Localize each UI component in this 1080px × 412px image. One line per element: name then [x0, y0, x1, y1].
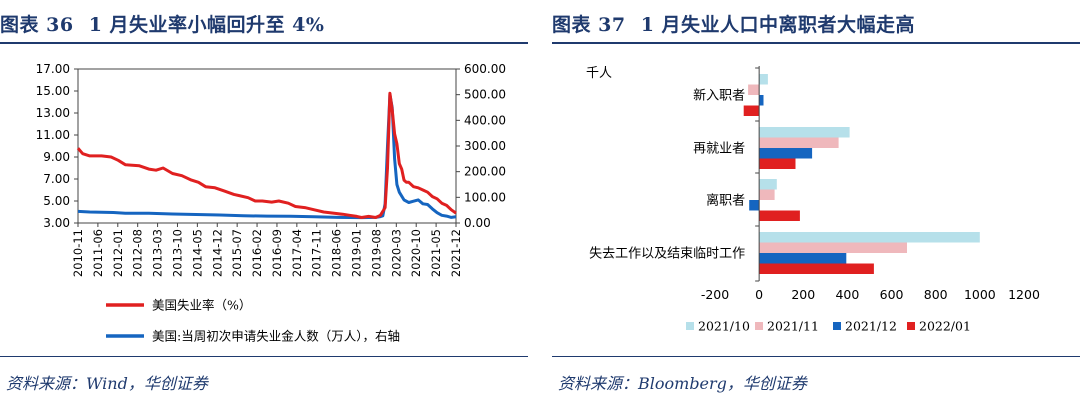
x-tick-label: 2020-03: [389, 229, 403, 277]
left-source-rule: [0, 356, 528, 357]
bar: [759, 74, 768, 85]
x-tick-label: 2014-12: [210, 229, 224, 277]
left-source-note: 资料来源：Wind，华创证券: [6, 374, 208, 393]
x-tick-label: 400: [835, 287, 859, 302]
right-source-rule: [552, 356, 1080, 357]
x-tick-label: 2017-04: [290, 229, 304, 277]
right-figure-title: 图表 37 1 月失业人口中离职者大幅走高: [552, 10, 1080, 36]
category-label: 新入职者: [693, 88, 745, 104]
x-tick-label: 2021-12: [449, 229, 463, 277]
x-tick-label: 2013-03: [151, 229, 165, 277]
legend-label: 2022/01: [919, 319, 971, 334]
unit-label: 千人: [586, 66, 612, 81]
right-source-note: 资料来源：Bloomberg，华创证券: [558, 374, 807, 393]
right-figure-panel: 图表 37 1 月失业人口中离职者大幅走高 千人 -200 0 200 400 600 80…: [552, 0, 1080, 412]
x-tick-label: 2012-08: [131, 229, 145, 277]
x-tick-label: 2012-01: [111, 229, 125, 277]
bar: [759, 232, 980, 243]
x-tick-label: 2019-08: [369, 229, 383, 277]
right-y-tick-label: 100.00: [464, 190, 506, 204]
left-y-tick-label: 11.00: [36, 128, 70, 142]
bar: [759, 148, 813, 159]
x-tick-label: 2013-10: [170, 229, 184, 277]
x-tick-label: 2021-05: [429, 229, 443, 277]
x-tick-label: 200: [791, 287, 815, 302]
legend-label: 美国:当周初次申请失业金人数（万人），右轴: [152, 329, 400, 344]
x-tick-label: 800: [924, 287, 948, 302]
bar: [759, 158, 796, 169]
right-y-tick-label: 0.00: [464, 216, 491, 230]
x-tick-label: 2018-06: [330, 229, 344, 277]
legend-label: 美国失业率（%）: [152, 298, 251, 313]
legend-swatch: [907, 322, 915, 330]
x-tick-label: 2014-05: [190, 229, 204, 277]
category-label: 失去工作以及结束临时工作: [589, 247, 745, 262]
x-tick-label: 2011-06: [91, 229, 105, 277]
bar: [759, 253, 847, 264]
left-y-tick-label: 17.00: [36, 62, 70, 76]
legend-label: 2021/12: [845, 319, 897, 334]
x-tick-label: 600: [880, 287, 904, 302]
left-y-tick-label: 5.00: [43, 194, 70, 208]
category-label: 再就业者: [693, 142, 745, 157]
left-y-tick-label: 3.00: [43, 216, 70, 230]
x-tick-label: 2020-10: [409, 229, 423, 277]
bar: [759, 263, 874, 274]
x-tick-label: 1000: [964, 287, 996, 302]
unemployment-rate-line: [76, 91, 457, 219]
bar: [759, 210, 800, 221]
bar: [759, 127, 850, 138]
right-y-tick-label: 400.00: [464, 113, 506, 127]
bar: [759, 242, 907, 253]
bar: [759, 95, 764, 106]
left-figure-number: 图表 36: [0, 14, 74, 36]
left-figure-title: 图表 36 1 月失业率小幅回升至 4%: [0, 10, 528, 36]
bar: [748, 84, 760, 95]
bar: [749, 200, 760, 211]
legend-label: 2021/11: [767, 319, 819, 334]
x-tick-label: 1200: [1008, 287, 1040, 302]
left-title-rule: [0, 42, 528, 44]
right-y-tick-label: 300.00: [464, 139, 506, 153]
left-figure-panel: 图表 36 1 月失业率小幅回升至 4% 3.00 5.00 7.00 9.00 11.…: [0, 0, 528, 412]
left-y-tick-label: 15.00: [36, 84, 70, 98]
plot-frame: [77, 68, 457, 224]
unemployed-composition-bar-chart: 千人 -200 0 200 400 600 800 1000 1200 新入职者再就业者离职者失去…: [586, 66, 1040, 334]
bar: [759, 179, 777, 190]
legend-swatch: [755, 322, 763, 330]
x-tick-label: 2016-02: [250, 229, 264, 277]
x-tick-label: 0: [755, 287, 763, 302]
legend-swatch: [686, 322, 694, 330]
left-y-tick-label: 13.00: [36, 106, 70, 120]
right-y-tick-label: 600.00: [464, 62, 506, 76]
bar: [759, 189, 775, 200]
left-y-tick-label: 9.00: [43, 150, 70, 164]
x-tick-label: -200: [701, 287, 729, 302]
legend-swatch: [833, 322, 841, 330]
left-figure-heading: 1 月失业率小幅回升至 4%: [88, 14, 325, 36]
right-y-tick-label: 200.00: [464, 165, 506, 179]
x-tick-label: 2019-01: [350, 229, 364, 277]
x-tick-label: 2015-07: [230, 229, 244, 277]
bar: [759, 137, 839, 148]
right-figure-heading: 1 月失业人口中离职者大幅走高: [640, 14, 916, 36]
right-y-tick-label: 500.00: [464, 88, 506, 102]
right-title-rule: [552, 42, 1080, 44]
unemployment-line-chart: 3.00 5.00 7.00 9.00 11.00 13.00 15.00 17.00 0.00…: [36, 62, 506, 344]
x-tick-label: 2010-11: [71, 229, 85, 277]
legend-label: 2021/10: [698, 319, 750, 334]
category-label: 离职者: [706, 193, 745, 209]
left-y-tick-label: 7.00: [43, 172, 70, 186]
right-figure-number: 图表 37: [552, 14, 626, 36]
x-tick-label: 2016-09: [270, 229, 284, 277]
bar: [743, 105, 760, 116]
x-tick-label: 2017-11: [310, 229, 324, 277]
